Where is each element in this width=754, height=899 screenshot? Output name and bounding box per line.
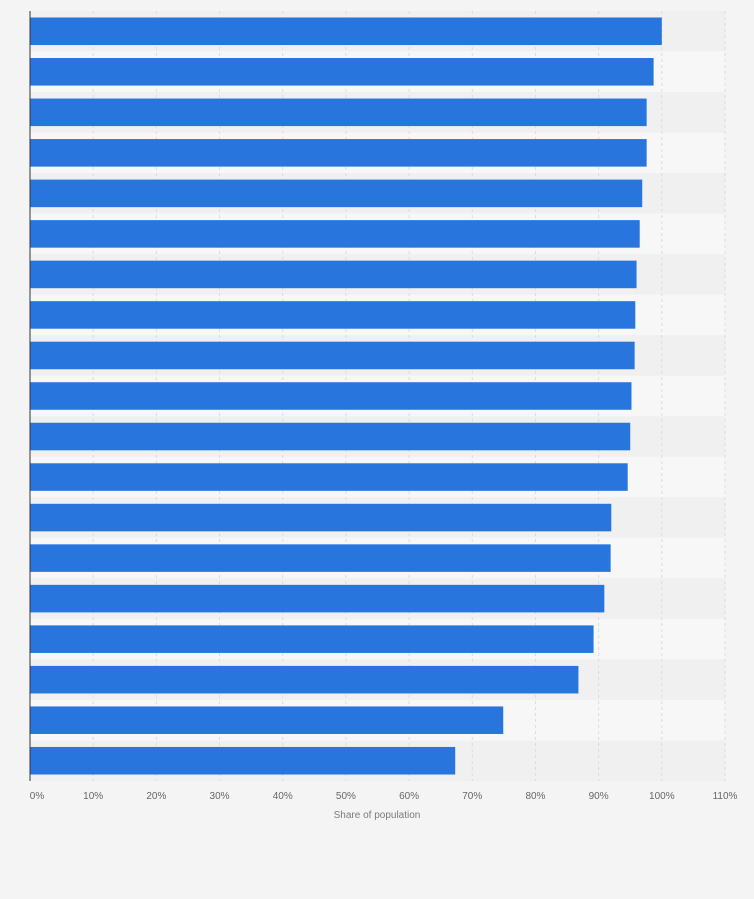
x-tick-label: 30% <box>210 791 230 802</box>
bar[interactable] <box>30 58 654 86</box>
x-tick-labels: 0% 10% 20% 30% 40% 50% 60% 70% 80% 90% 100% 110% <box>30 791 738 802</box>
bar[interactable] <box>30 422 631 451</box>
bar[interactable] <box>30 341 635 370</box>
bar[interactable] <box>30 544 611 572</box>
bar[interactable] <box>30 260 637 289</box>
bar[interactable] <box>30 17 662 46</box>
bar[interactable] <box>30 746 456 775</box>
x-tick-label: 0% <box>30 791 45 802</box>
bar[interactable] <box>30 139 647 167</box>
x-tick-label: 60% <box>399 791 419 802</box>
bar[interactable] <box>30 584 605 613</box>
x-tick-label: 100% <box>649 791 675 802</box>
bar[interactable] <box>30 503 612 532</box>
bar[interactable] <box>30 382 632 410</box>
bar[interactable] <box>30 665 579 694</box>
x-tick-label: 50% <box>336 791 356 802</box>
x-tick-label: 80% <box>525 791 545 802</box>
x-tick-label: 110% <box>713 791 738 802</box>
bar[interactable] <box>30 220 640 248</box>
x-tick-label: 20% <box>146 791 166 802</box>
bar[interactable] <box>30 98 647 127</box>
x-axis-title: Share of population <box>334 810 421 821</box>
x-tick-label: 90% <box>589 791 609 802</box>
bar[interactable] <box>30 625 594 653</box>
bars <box>30 17 662 775</box>
bar[interactable] <box>30 706 504 734</box>
bar[interactable] <box>30 463 628 491</box>
x-tick-label: 70% <box>462 791 482 802</box>
bar[interactable] <box>30 301 636 329</box>
x-tick-label: 40% <box>273 791 293 802</box>
x-tick-label: 10% <box>83 791 103 802</box>
bar[interactable] <box>30 179 643 208</box>
